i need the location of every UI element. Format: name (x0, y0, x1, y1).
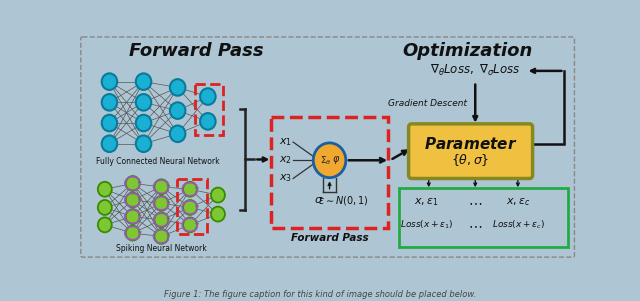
Circle shape (154, 213, 168, 227)
Circle shape (136, 135, 151, 152)
Text: $\bfit{Parameter}$: $\bfit{Parameter}$ (424, 136, 517, 152)
Circle shape (200, 88, 216, 105)
Text: Figure 1: The figure caption for this kind of image should be placed below.: Figure 1: The figure caption for this ki… (164, 290, 476, 299)
Circle shape (98, 217, 112, 232)
Text: Forward Pass: Forward Pass (291, 233, 369, 243)
Text: $\cdots$: $\cdots$ (468, 218, 483, 232)
Circle shape (183, 217, 197, 232)
Circle shape (170, 102, 186, 119)
Text: $x_2$: $x_2$ (279, 154, 292, 166)
Circle shape (102, 73, 117, 90)
Circle shape (211, 188, 225, 203)
Text: $\varphi$: $\varphi$ (332, 154, 340, 166)
Circle shape (98, 200, 112, 215)
FancyBboxPatch shape (81, 37, 575, 257)
Circle shape (136, 115, 151, 131)
Text: $\{\theta,\sigma\}$: $\{\theta,\sigma\}$ (451, 152, 490, 168)
Circle shape (136, 73, 151, 90)
Circle shape (125, 209, 140, 224)
Text: Gradient Descent: Gradient Descent (388, 100, 467, 108)
Circle shape (183, 200, 197, 215)
Text: Spiking Neural Network: Spiking Neural Network (116, 244, 207, 253)
Text: $\varepsilon$$\sim$$N(0,1)$: $\varepsilon$$\sim$$N(0,1)$ (318, 194, 369, 206)
Circle shape (154, 229, 168, 244)
Text: $x,\varepsilon_c$: $x,\varepsilon_c$ (506, 196, 531, 208)
Circle shape (102, 135, 117, 152)
Circle shape (125, 193, 140, 207)
Text: $\sigma$: $\sigma$ (314, 195, 323, 205)
Circle shape (170, 126, 186, 142)
Circle shape (125, 176, 140, 191)
Text: $x_1$: $x_1$ (279, 136, 292, 148)
Text: Forward Pass: Forward Pass (129, 42, 264, 60)
Circle shape (170, 79, 186, 96)
Circle shape (200, 113, 216, 130)
Circle shape (102, 115, 117, 131)
Circle shape (154, 179, 168, 194)
Text: $\Sigma_\theta$: $\Sigma_\theta$ (320, 154, 332, 166)
Circle shape (154, 196, 168, 211)
Circle shape (313, 143, 346, 178)
Text: $Loss(x+\varepsilon_c)$: $Loss(x+\varepsilon_c)$ (492, 219, 545, 231)
Circle shape (211, 206, 225, 222)
Circle shape (102, 94, 117, 110)
Circle shape (125, 226, 140, 240)
Text: Fully Connected Neural Network: Fully Connected Neural Network (96, 157, 220, 166)
Circle shape (136, 94, 151, 110)
Text: $x_3$: $x_3$ (279, 172, 292, 185)
FancyBboxPatch shape (408, 124, 532, 178)
Text: $x,\varepsilon_1$: $x,\varepsilon_1$ (414, 196, 439, 208)
Circle shape (98, 182, 112, 197)
Circle shape (183, 182, 197, 197)
Text: Optimization: Optimization (403, 42, 532, 60)
Text: $\cdots$: $\cdots$ (468, 195, 483, 209)
Text: $\nabla_\theta Loss,\ \nabla_\sigma Loss$: $\nabla_\theta Loss,\ \nabla_\sigma Loss… (430, 63, 520, 79)
Text: $Loss(x+\varepsilon_1)$: $Loss(x+\varepsilon_1)$ (399, 219, 453, 231)
